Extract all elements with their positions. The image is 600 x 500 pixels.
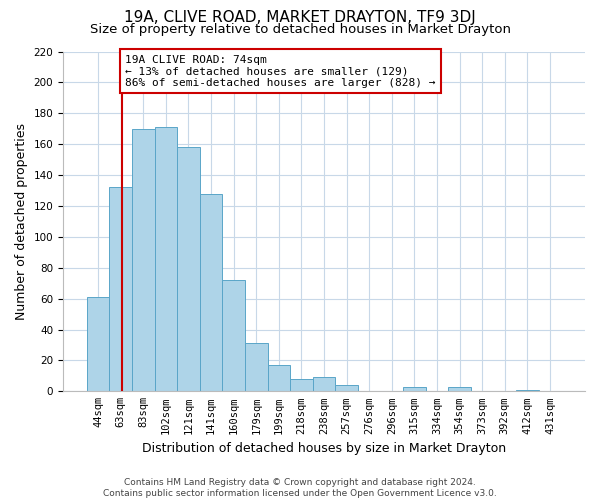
X-axis label: Distribution of detached houses by size in Market Drayton: Distribution of detached houses by size … [142, 442, 506, 455]
Bar [177, 148, 200, 392]
Bar [132, 128, 155, 392]
Bar [290, 379, 313, 392]
Bar [155, 127, 177, 392]
Text: Contains HM Land Registry data © Crown copyright and database right 2024.
Contai: Contains HM Land Registry data © Crown c… [103, 478, 497, 498]
Bar [516, 390, 539, 392]
Text: Size of property relative to detached houses in Market Drayton: Size of property relative to detached ho… [89, 22, 511, 36]
Text: 19A CLIVE ROAD: 74sqm
← 13% of detached houses are smaller (129)
86% of semi-det: 19A CLIVE ROAD: 74sqm ← 13% of detached … [125, 54, 436, 88]
Bar [245, 344, 268, 392]
Bar [268, 365, 290, 392]
Bar [109, 188, 132, 392]
Bar [200, 194, 223, 392]
Bar [223, 280, 245, 392]
Bar [87, 297, 109, 392]
Bar [448, 386, 471, 392]
Bar [335, 385, 358, 392]
Text: 19A, CLIVE ROAD, MARKET DRAYTON, TF9 3DJ: 19A, CLIVE ROAD, MARKET DRAYTON, TF9 3DJ [124, 10, 476, 25]
Bar [403, 386, 425, 392]
Bar [313, 378, 335, 392]
Y-axis label: Number of detached properties: Number of detached properties [15, 123, 28, 320]
